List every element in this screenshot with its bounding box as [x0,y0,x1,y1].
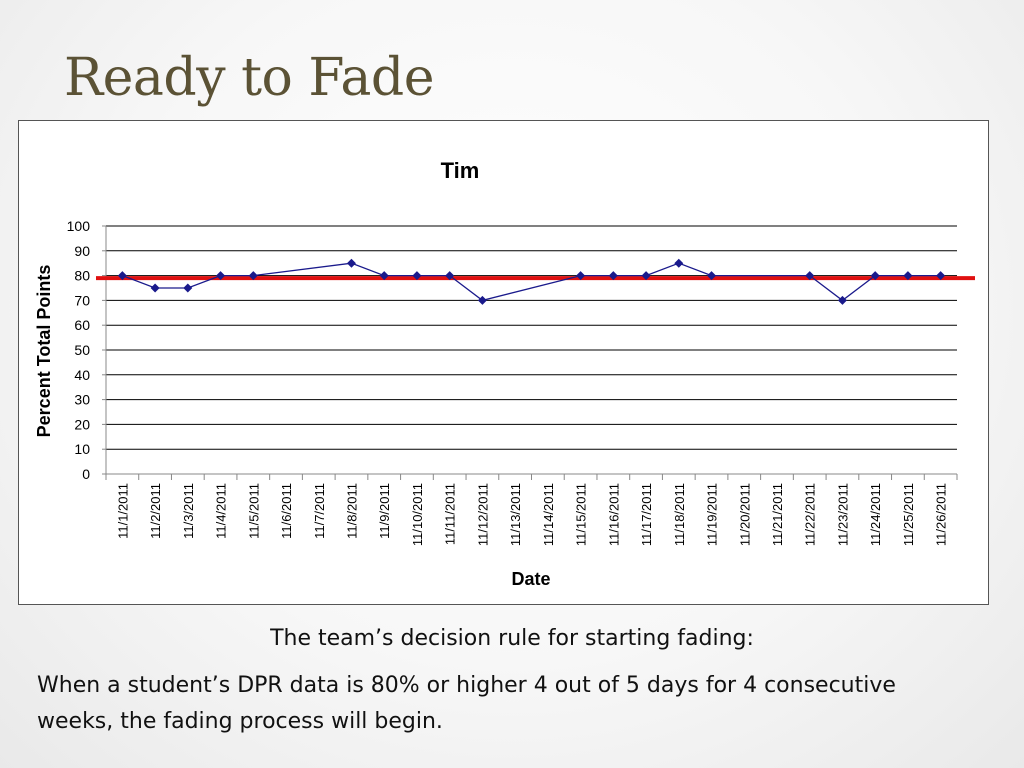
y-tick-label: 40 [74,367,90,383]
x-tick-label: 11/13/2011 [508,483,523,546]
data-point [183,283,193,293]
x-tick-label: 11/2/2011 [148,483,163,539]
x-axis-label: Date [511,569,550,589]
x-tick-label: 11/12/2011 [475,483,490,546]
chart-title: Tim [441,158,480,183]
chart-frame: Tim Percent Total Points Date 0 10 20 30 40 5… [18,120,989,605]
x-tick-label: 11/8/2011 [344,483,359,539]
x-tick-label: 11/16/2011 [606,483,621,546]
x-tick-label: 11/19/2011 [705,483,720,546]
data-point [445,271,455,281]
x-tick-label: 11/25/2011 [901,483,916,546]
data-point [903,271,913,281]
x-tick-label: 11/26/2011 [934,483,949,546]
y-tick-label: 70 [74,292,90,308]
data-point [412,271,422,281]
y-tick-label: 60 [74,317,90,333]
x-tick-label: 11/4/2011 [214,483,229,539]
line-chart: Tim Percent Total Points Date 0 10 20 30 40 5… [34,158,975,589]
series-line [122,262,941,302]
data-point [707,271,717,281]
x-tick-label: 11/1/2011 [115,483,130,539]
y-tick-label: 0 [82,466,90,482]
y-tick-label: 10 [74,441,90,457]
data-point [608,271,618,281]
x-tick-label: 11/15/2011 [574,483,589,546]
x-tick-label: 11/17/2011 [639,483,654,546]
data-point [805,271,815,281]
y-tick-label: 20 [74,416,90,432]
x-tick-label: 11/23/2011 [835,483,850,546]
data-point [248,271,258,281]
x-tick-label: 11/7/2011 [312,483,327,539]
data-point [216,271,226,281]
x-tick-label: 11/9/2011 [377,483,392,539]
data-point [641,271,651,281]
data-point [477,295,487,305]
x-tick-label: 11/10/2011 [410,483,425,546]
x-tick-label: 11/24/2011 [868,483,883,546]
y-tick-label: 90 [74,243,90,259]
data-point [379,271,389,281]
x-tick-label: 11/14/2011 [541,483,556,546]
x-tick-label: 11/21/2011 [770,483,785,546]
y-tick-label: 50 [74,342,90,358]
data-point [936,271,946,281]
x-tick-label: 11/20/2011 [737,483,752,546]
x-tick-label: 11/11/2011 [443,483,458,545]
data-point [870,271,880,281]
decision-rule-text: When a student’s DPR data is 80% or high… [37,673,896,734]
decision-rule-caption: The team’s decision rule for starting fa… [270,626,754,651]
data-point [117,271,127,281]
x-tick-label: 11/3/2011 [181,483,196,539]
y-tick-label: 30 [74,392,90,408]
y-axis-label: Percent Total Points [34,265,54,438]
y-tick-label: 80 [74,268,90,284]
data-point [150,283,160,293]
data-point [674,258,684,268]
x-tick-label: 11/22/2011 [803,483,818,546]
slide-title: Ready to Fade [64,48,434,108]
y-tick-label: 100 [67,218,91,234]
data-point [346,258,356,268]
x-tick-label: 11/6/2011 [279,483,294,539]
data-point [837,295,847,305]
data-point [576,271,586,281]
x-tick-label: 11/5/2011 [246,483,261,539]
x-tick-label: 11/18/2011 [672,483,687,546]
